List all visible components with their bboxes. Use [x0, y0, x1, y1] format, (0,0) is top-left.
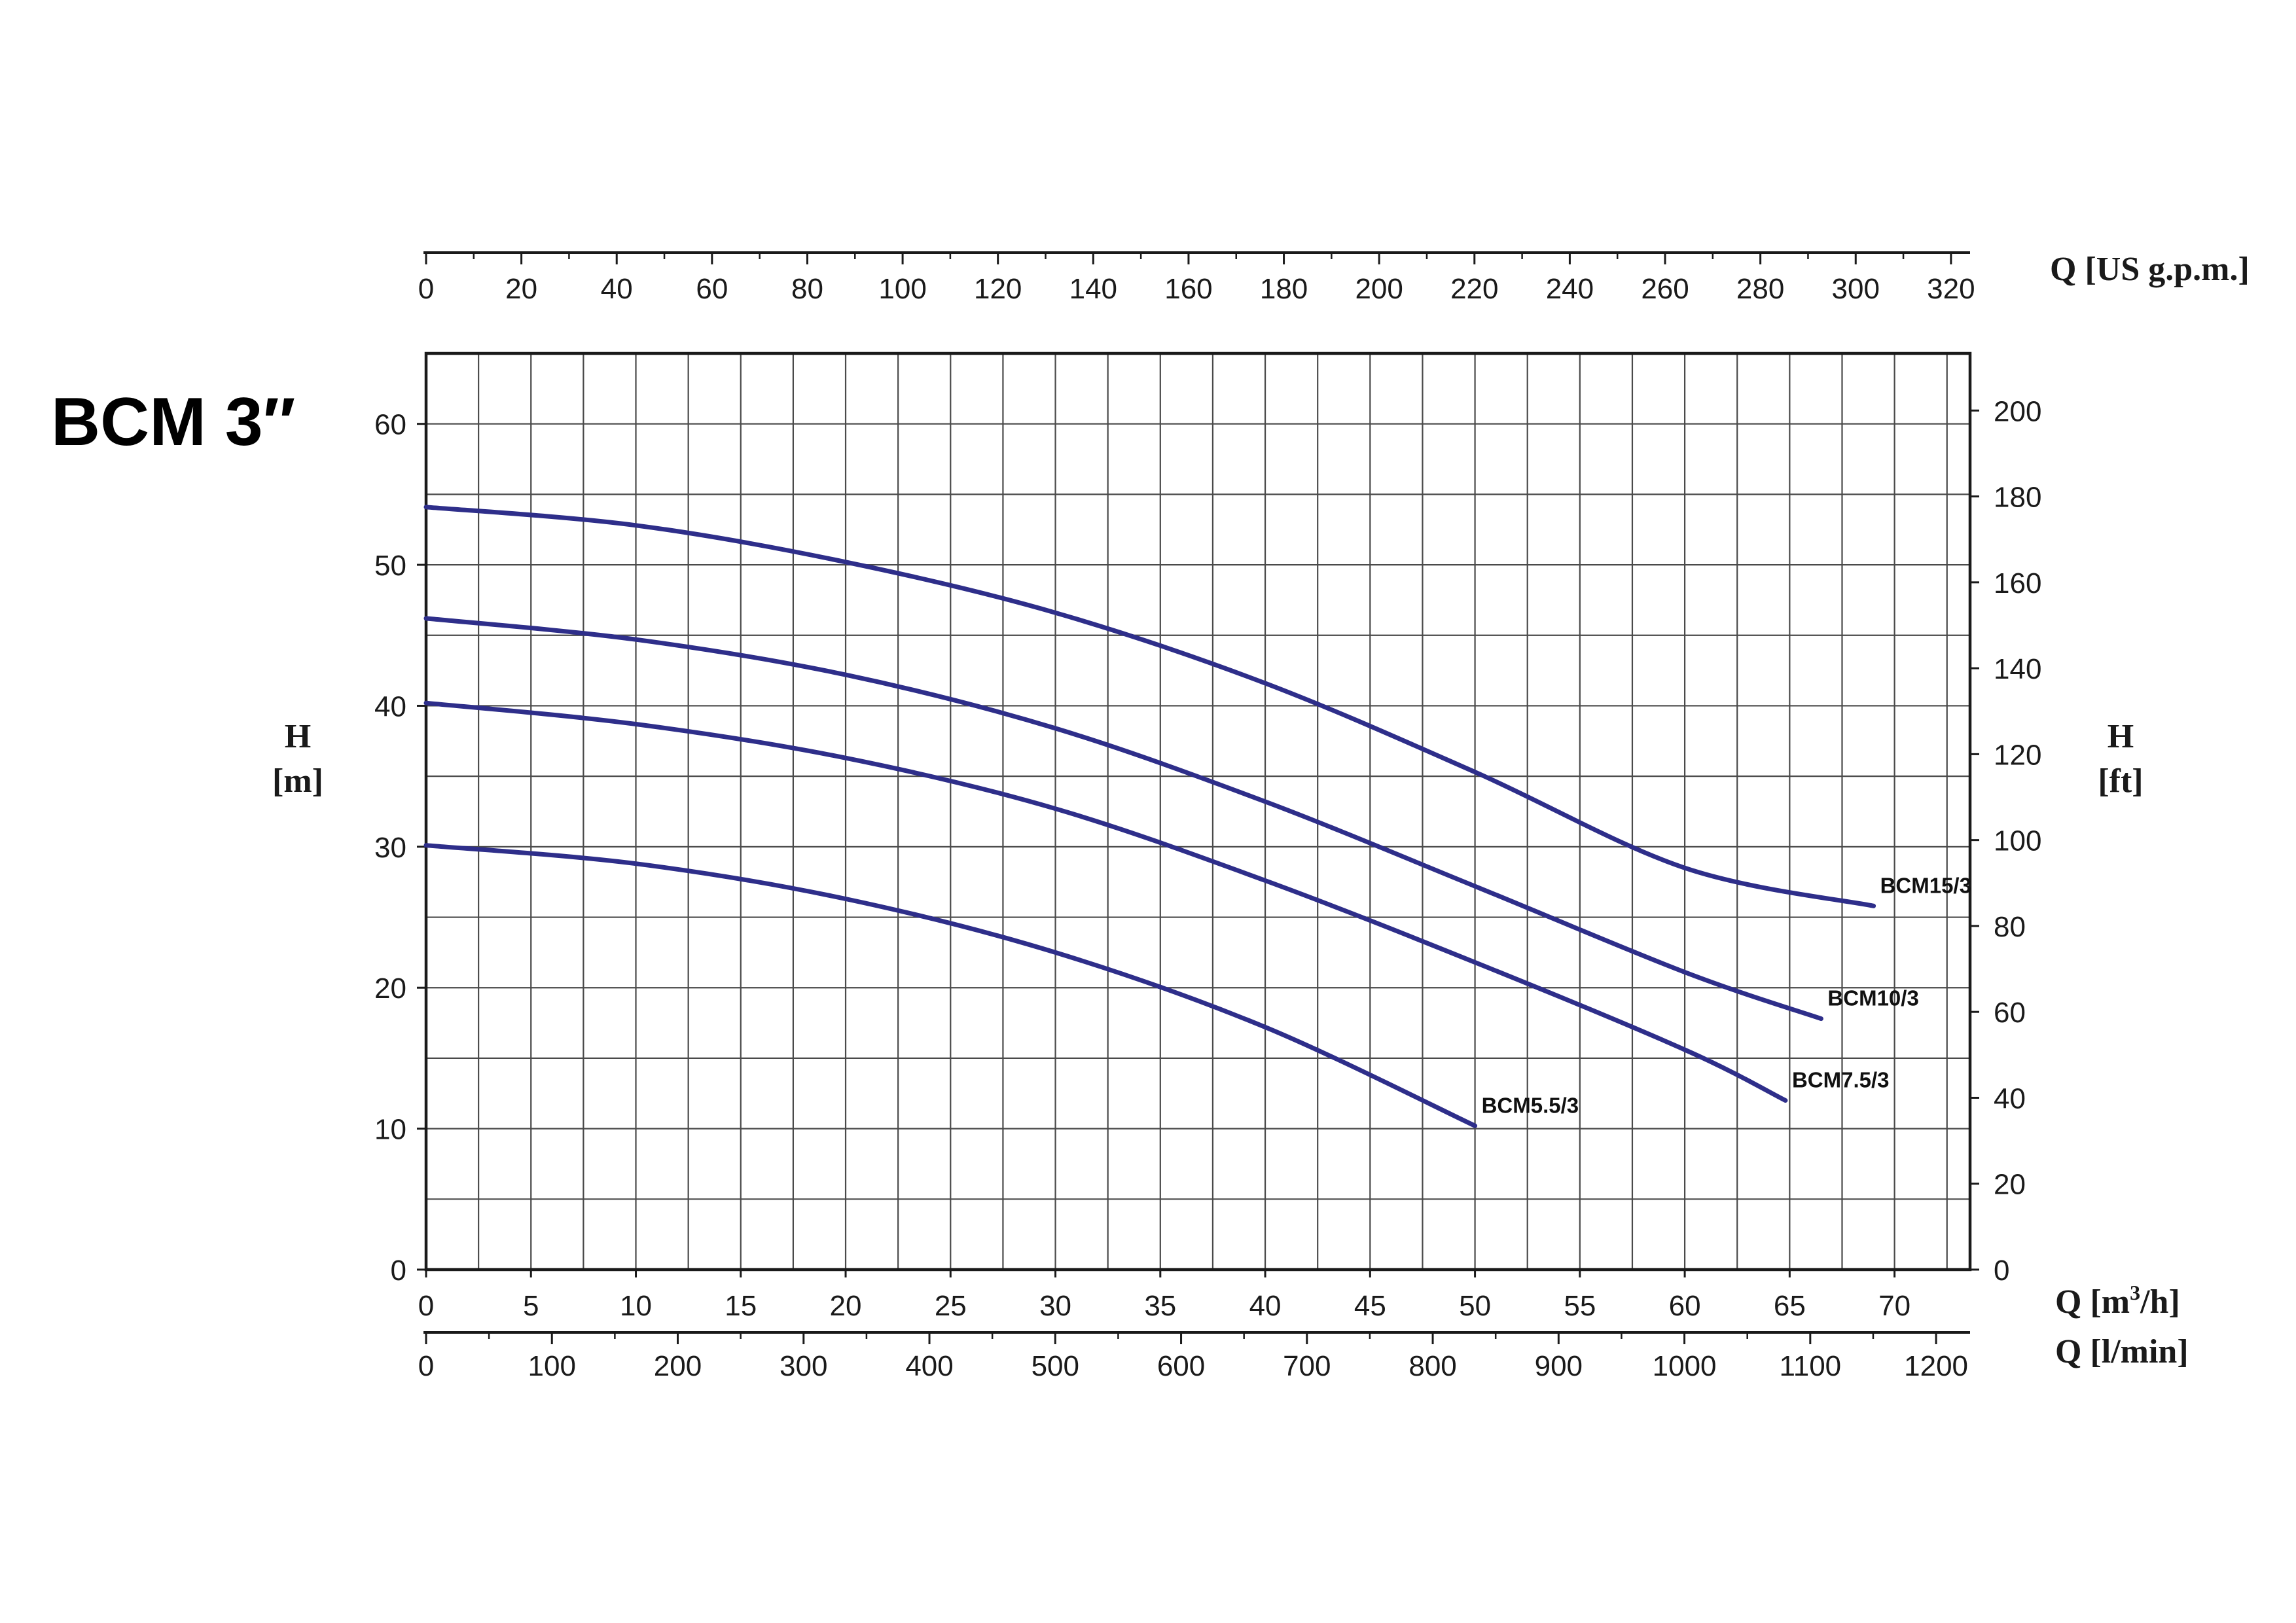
usgpm-tick-label: 200 [1355, 273, 1403, 305]
curve-label-bcm5-5-3: BCM5.5/3 [1482, 1093, 1579, 1117]
right-y-tick-label: 160 [1994, 567, 2041, 599]
usgpm-tick-label: 120 [974, 273, 1022, 305]
lpm-tick-label: 1200 [1904, 1350, 1968, 1382]
left-y-tick-label: 50 [374, 550, 406, 582]
m3h-tick-label: 25 [935, 1290, 967, 1322]
left-y-axis-label-line2: [m] [272, 762, 323, 800]
right-y-tick-label: 180 [1994, 482, 2041, 514]
curve-label-bcm7-5-3: BCM7.5/3 [1792, 1068, 1890, 1092]
usgpm-tick-label: 220 [1450, 273, 1498, 305]
m3h-tick-label: 65 [1774, 1290, 1806, 1322]
series-layer: BCM15/3 BCM10/3 BCM7.5/3 BCM5.5/3 [423, 505, 1971, 1128]
usgpm-tick-label: 140 [1069, 273, 1117, 305]
usgpm-tick-label: 160 [1164, 273, 1212, 305]
m3h-tick-label: 40 [1249, 1290, 1282, 1322]
m3h-tick-label: 70 [1878, 1290, 1910, 1322]
grid [426, 353, 1970, 1270]
curve-label-bcm10-3: BCM10/3 [1827, 986, 1918, 1010]
m3h-axis-label-main: Q [m [2055, 1283, 2130, 1321]
m3h-tick-label: 0 [418, 1290, 434, 1322]
lpm-tick-label: 300 [780, 1350, 827, 1382]
lpm-tick-label: 900 [1535, 1350, 1583, 1382]
left-y-tick-label: 60 [374, 409, 406, 441]
usgpm-tick-label: 0 [418, 273, 434, 305]
lpm-tick-label: 400 [905, 1350, 953, 1382]
right-y-tick-label: 20 [1994, 1169, 2026, 1201]
right-y-tick-label: 40 [1994, 1082, 2026, 1115]
right-y-tick-label: 100 [1994, 825, 2041, 857]
left-y-tick-label: 40 [374, 690, 406, 722]
left-y-axis-label-line1: H [285, 718, 311, 755]
m3h-tick-label: 30 [1039, 1290, 1071, 1322]
curve-bcm7-5-3 [423, 700, 1788, 1103]
usgpm-tick-label: 180 [1260, 273, 1308, 305]
lpm-axis-label: Q [l/min] [2055, 1333, 2189, 1370]
right-y-tick-label: 80 [1994, 911, 2026, 943]
m3h-axis-label-tail: /h] [2140, 1283, 2180, 1321]
m3h-tick-label: 15 [725, 1290, 757, 1322]
lpm-tick-label: 1100 [1780, 1350, 1842, 1382]
m3h-axis-label: Q [m3/h] [2055, 1281, 2180, 1321]
m3h-axis-label-sup: 3 [2130, 1281, 2140, 1304]
curve-bcm10-3 [423, 616, 1823, 1022]
lpm-tick-label: 100 [528, 1350, 576, 1382]
m3h-tick-label: 20 [830, 1290, 862, 1322]
m3h-tick-label: 35 [1144, 1290, 1176, 1322]
m3h-tick-label: 60 [1669, 1290, 1701, 1322]
curve-label-bcm15-3: BCM15/3 [1880, 873, 1971, 897]
usgpm-tick-label: 80 [791, 273, 823, 305]
right-y-tick-label: 120 [1994, 739, 2041, 771]
axes: 0102030405060020406080100120140160180200… [374, 251, 2041, 1382]
left-y-tick-label: 20 [374, 972, 406, 1005]
plot-border [424, 351, 1972, 1272]
m3h-tick-label: 10 [620, 1290, 652, 1322]
usgpm-tick-label: 20 [505, 273, 537, 305]
usgpm-tick-label: 40 [601, 273, 633, 305]
left-y-tick-label: 10 [374, 1114, 406, 1146]
right-y-tick-label: 60 [1994, 997, 2026, 1029]
plot-frame [424, 351, 1972, 1272]
usgpm-tick-label: 240 [1546, 273, 1594, 305]
right-y-tick-label: 0 [1994, 1255, 2009, 1287]
m3h-tick-label: 50 [1459, 1290, 1491, 1322]
m3h-tick-label: 5 [523, 1290, 539, 1322]
lpm-tick-label: 800 [1408, 1350, 1456, 1382]
usgpm-tick-label: 260 [1641, 273, 1689, 305]
usgpm-tick-label: 320 [1927, 273, 1975, 305]
lpm-tick-label: 0 [418, 1350, 434, 1382]
lpm-tick-label: 600 [1157, 1350, 1205, 1382]
usgpm-tick-label: 300 [1832, 273, 1880, 305]
left-y-tick-label: 30 [374, 832, 406, 864]
right-y-tick-label: 140 [1994, 653, 2041, 685]
right-y-axis-label-line1: H [2108, 718, 2134, 755]
curve-bcm15-3 [423, 505, 1876, 908]
m3h-tick-label: 55 [1564, 1290, 1596, 1322]
right-y-tick-label: 200 [1994, 395, 2041, 427]
usgpm-tick-label: 60 [696, 273, 728, 305]
usgpm-tick-label: 100 [878, 273, 926, 305]
lpm-tick-label: 200 [654, 1350, 702, 1382]
left-y-tick-label: 0 [391, 1255, 406, 1287]
usgpm-tick-label: 280 [1736, 273, 1784, 305]
lpm-tick-label: 700 [1283, 1350, 1331, 1382]
lpm-tick-label: 1000 [1653, 1350, 1717, 1382]
usgpm-axis-label: Q [US g.p.m.] [2050, 251, 2250, 288]
m3h-tick-label: 45 [1354, 1290, 1386, 1322]
lpm-tick-label: 500 [1031, 1350, 1079, 1382]
chart-title: BCM 3″ [51, 384, 295, 460]
curve-bcm5-5-3 [423, 843, 1478, 1128]
right-y-axis-label-line2: [ft] [2098, 762, 2143, 800]
